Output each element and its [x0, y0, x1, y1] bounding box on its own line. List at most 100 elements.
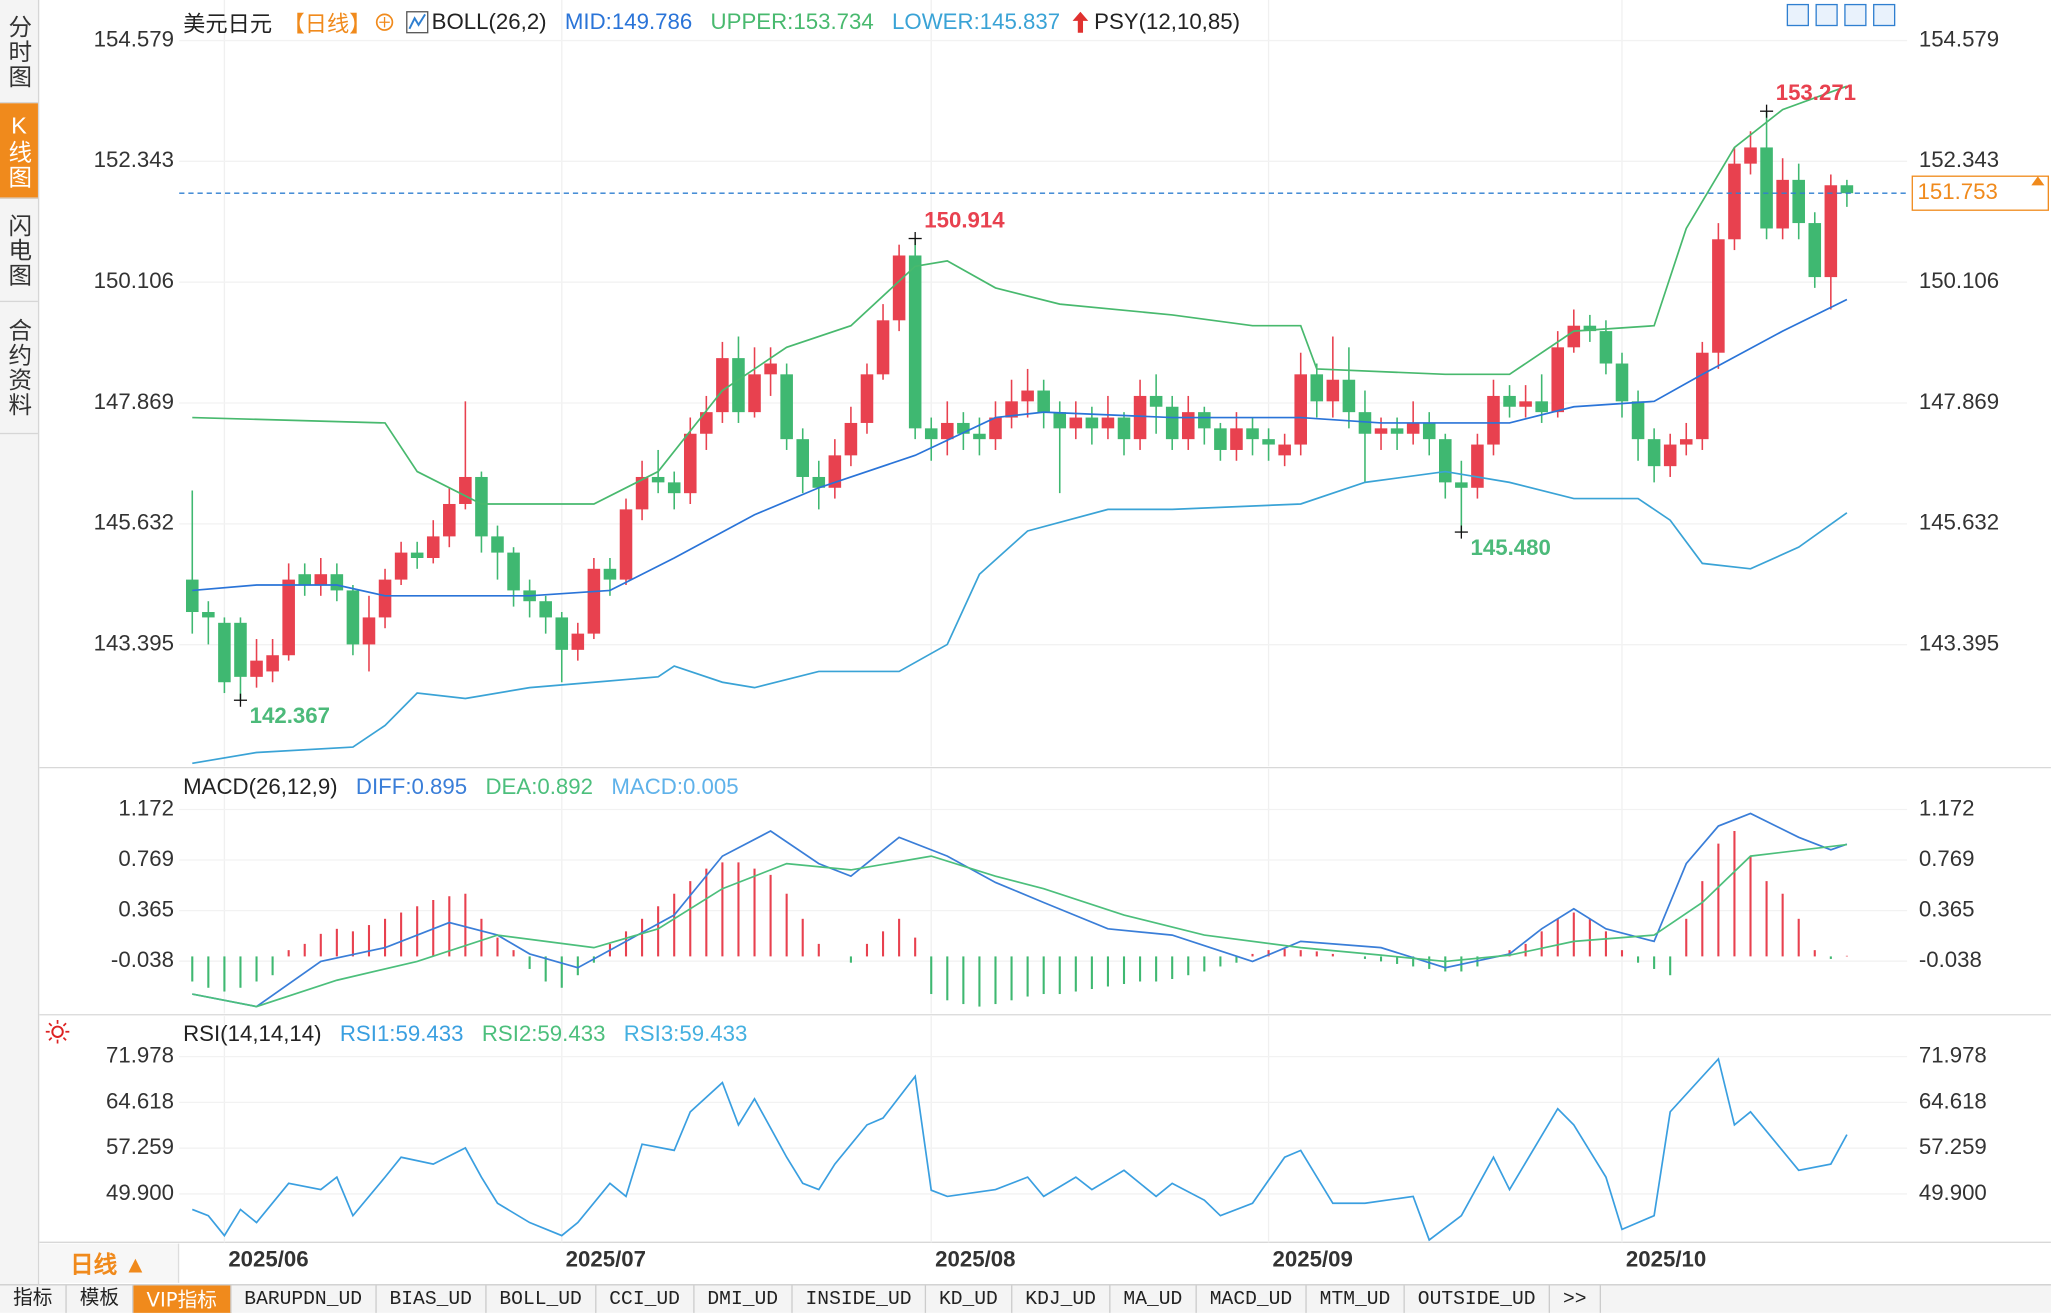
panel-title: RSI(14,14,14) [183, 1021, 322, 1047]
y2-tick-label: 145.632 [1919, 510, 1999, 535]
sidebar-tab[interactable]: K线图 [0, 103, 38, 199]
candle-body [1439, 439, 1452, 483]
y2-tick-label: 71.978 [1919, 1042, 1987, 1067]
candle-body [1262, 439, 1275, 445]
y-tick-label: 147.869 [94, 389, 174, 414]
add-icon[interactable] [374, 11, 395, 32]
indicator-tab[interactable]: MA_UD [1110, 1285, 1197, 1313]
y-tick-label: 150.106 [94, 268, 174, 293]
candle-body [282, 579, 295, 656]
candle-body [507, 552, 520, 591]
y-tick-label: 145.632 [94, 510, 174, 535]
candle-body [764, 363, 777, 375]
legend-entry: RSI1:59.433 [339, 1021, 464, 1047]
candle-body [1326, 379, 1340, 402]
y-tick-label: 49.900 [106, 1180, 174, 1205]
indicator-tab[interactable]: BARUPDN_UD [231, 1285, 377, 1313]
candle-body [1808, 223, 1822, 278]
candle-body [860, 374, 874, 423]
last-price-label: 151.753 [1918, 179, 1998, 204]
tool-icon[interactable] [1815, 3, 1838, 27]
indicator-tab[interactable]: 指标 [0, 1285, 67, 1313]
candle-body [1294, 374, 1307, 445]
y2-tick-label: 0.769 [1919, 846, 1975, 871]
y2-tick-label: 1.172 [1919, 795, 1975, 820]
candle-body [1165, 406, 1179, 440]
extreme-label: 150.914 [924, 207, 1005, 232]
y-tick-label: 152.343 [94, 147, 174, 172]
tool-icon[interactable] [1786, 3, 1809, 27]
indicator-line [192, 812, 1848, 1008]
extreme-label: 145.480 [1471, 535, 1551, 560]
indicator-line [192, 85, 1848, 505]
rsi-icon[interactable] [44, 1019, 70, 1045]
sidebar-tab[interactable]: 闪电图 [0, 199, 38, 303]
rsi-legend: RSI(14,14,14) RSI1:59.433 RSI2:59.433 RSI3… [183, 1021, 758, 1047]
candle-body [1085, 417, 1099, 429]
candle-body [876, 320, 890, 375]
candle-body [1037, 390, 1050, 413]
candle-body [1487, 395, 1500, 445]
candle-body [1519, 401, 1532, 407]
candle-body [1728, 163, 1741, 240]
indicator-tab[interactable]: DMI_UD [694, 1285, 793, 1313]
boll-legend: 美元日元 【日线】 BOLL(26,2) MID:149.786 UPPER:15… [183, 5, 1250, 38]
candle-body [651, 476, 665, 483]
arrow-icon[interactable] [1071, 10, 1089, 34]
indicator-tab[interactable]: KDJ_UD [1012, 1285, 1111, 1313]
legend-entry: DEA:0.892 [485, 774, 594, 800]
sidebar-tab[interactable]: 分时图 [0, 0, 38, 104]
y-tick-label: 57.259 [106, 1134, 174, 1159]
candle-body [1278, 444, 1291, 456]
indicator-tab[interactable]: BOLL_UD [486, 1285, 597, 1313]
legend: RSI1:59.433 RSI2:59.433 RSI3:59.433 [332, 1021, 758, 1047]
candle-body [603, 568, 617, 580]
indicator-tab[interactable]: OUTSIDE_UD [1405, 1285, 1550, 1313]
candle-body [1053, 412, 1067, 429]
candle-body [394, 552, 408, 580]
candle-body [475, 476, 488, 537]
indicator-tab[interactable]: MACD_UD [1197, 1285, 1307, 1313]
tool-icon[interactable] [1844, 3, 1867, 27]
candle-body [1342, 379, 1356, 413]
candle-body [571, 633, 585, 650]
candle-body [812, 476, 826, 488]
candle-body [973, 433, 986, 440]
candle-body [1760, 147, 1773, 229]
candle-body [1776, 179, 1789, 229]
candle-body [1230, 428, 1243, 450]
indicator-tab[interactable]: VIP指标 [133, 1285, 232, 1313]
y-tick-label: 143.395 [94, 631, 174, 656]
candle-body [780, 374, 793, 440]
toolbar-icons [1786, 3, 1896, 27]
candle-body [1214, 428, 1227, 450]
candle-body [700, 412, 713, 434]
sidebar-tab[interactable]: 合约资料 [0, 302, 38, 435]
macd-legend: MACD(26,12,9) DIFF:0.895 DEA:0.892 MACD:0.… [183, 774, 749, 800]
candle-body [1615, 363, 1629, 402]
chart: 154.579 154.579 152.343 152.343 150.106 150.1… [39, 0, 2051, 1271]
extreme-label: 142.367 [250, 703, 330, 728]
indicator-tab[interactable]: KD_UD [926, 1285, 1013, 1313]
legend-entry: DIFF:0.895 [355, 774, 468, 800]
indicator-tab[interactable]: CCI_UD [596, 1285, 695, 1313]
y2-tick-label: 0.365 [1919, 897, 1975, 922]
indicator-icon[interactable] [405, 10, 429, 34]
y-tick-label: -0.038 [111, 947, 174, 972]
candle-body [491, 536, 504, 553]
candle-body [1133, 395, 1147, 440]
indicator-tab[interactable]: 模板 [67, 1285, 134, 1313]
indicator-tab[interactable]: >> [1550, 1285, 1601, 1313]
tool-icon[interactable] [1873, 3, 1896, 27]
indicator-tab[interactable]: MTM_UD [1307, 1285, 1405, 1313]
candle-body [844, 422, 858, 456]
y2-tick-label: 57.259 [1919, 1134, 1987, 1159]
candle-body [1246, 428, 1259, 440]
y2-tick-label: 147.869 [1919, 389, 1999, 414]
period-button[interactable]: 日线 ▲ [39, 1243, 180, 1283]
indicator-tab[interactable]: INSIDE_UD [792, 1285, 926, 1313]
indicator-tab[interactable]: BIAS_UD [376, 1285, 487, 1313]
legend-entry: RSI3:59.433 [623, 1021, 748, 1047]
candle-body [1551, 347, 1565, 413]
indicator-line [192, 843, 1847, 1008]
